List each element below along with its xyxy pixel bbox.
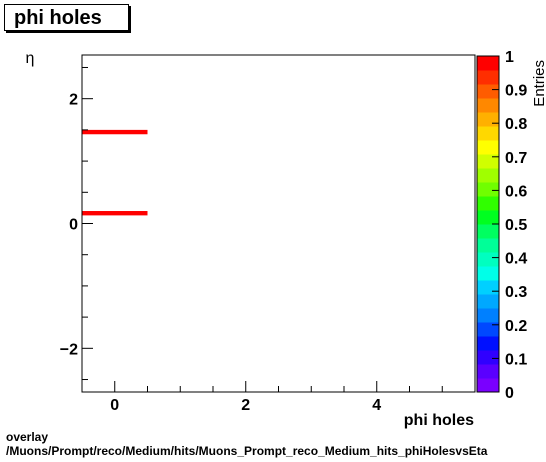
color-scale-band xyxy=(477,364,499,379)
z-tick-label: 0.6 xyxy=(505,183,527,200)
x-axis-label: phi holes xyxy=(404,412,474,429)
chart-title: phi holes xyxy=(14,7,102,29)
y-tick-label: −2 xyxy=(60,341,78,358)
footer-line-2: /Muons/Prompt/reco/Medium/hits/Muons_Pro… xyxy=(6,444,488,458)
color-scale-band xyxy=(477,322,499,337)
plot-frame xyxy=(81,54,476,393)
title-box: phi holes xyxy=(4,4,129,31)
heatmap-cells xyxy=(82,129,148,216)
color-scale-band xyxy=(477,224,499,239)
color-scale-band xyxy=(477,168,499,183)
color-scale-band xyxy=(477,140,499,155)
color-scale-band xyxy=(477,196,499,211)
footer: overlay /Muons/Prompt/reco/Medium/hits/M… xyxy=(6,430,487,458)
z-tick-label: 0.7 xyxy=(505,150,527,167)
footer-line-1: overlay xyxy=(6,430,49,444)
y-tick-label: 2 xyxy=(69,92,78,109)
z-tick-label: 1 xyxy=(505,49,514,66)
heatmap-cell-1 xyxy=(82,211,148,216)
x-tick-label: 4 xyxy=(372,397,381,414)
color-scale-band xyxy=(477,238,499,253)
color-scale-band xyxy=(477,294,499,309)
color-scale-band xyxy=(477,98,499,113)
color-scale-band xyxy=(477,56,499,71)
color-scale-band xyxy=(477,112,499,127)
color-scale: 0 0.1 0.2 0.3 0.4 0.5 0.6 0.7 0.8 0.9 1 xyxy=(476,49,527,402)
z-tick-label: 0 xyxy=(505,385,514,402)
z-tick-label: 0.1 xyxy=(505,351,527,368)
color-scale-band xyxy=(477,266,499,281)
y-tick-label: 0 xyxy=(69,217,78,234)
color-scale-band xyxy=(477,336,499,351)
color-scale-band xyxy=(477,84,499,99)
z-tick-label: 0.3 xyxy=(505,284,527,301)
x-axis: 0 2 4 xyxy=(81,381,476,414)
color-scale-band xyxy=(477,280,499,295)
heatmap-cell-0 xyxy=(82,129,148,135)
color-scale-band xyxy=(477,378,499,393)
color-scale-band xyxy=(477,126,499,141)
z-tick-label: 0.4 xyxy=(505,251,527,268)
color-scale-band xyxy=(477,210,499,225)
color-scale-band xyxy=(477,350,499,365)
z-axis-label: Entries xyxy=(531,60,546,107)
color-scale-band xyxy=(477,154,499,169)
z-tick-label: 0.2 xyxy=(505,318,527,335)
color-scale-band xyxy=(477,182,499,197)
y-axis-label: η xyxy=(26,50,35,67)
color-scale-band xyxy=(477,252,499,267)
z-tick-label: 0.8 xyxy=(505,116,527,133)
color-scale-band xyxy=(477,308,499,323)
x-tick-label: 2 xyxy=(241,397,250,414)
y-axis: −2 0 2 xyxy=(60,66,93,381)
color-scale-band xyxy=(477,70,499,85)
z-tick-label: 0.5 xyxy=(505,217,527,234)
z-tick-label: 0.9 xyxy=(505,83,527,100)
x-tick-label: 0 xyxy=(110,397,119,414)
